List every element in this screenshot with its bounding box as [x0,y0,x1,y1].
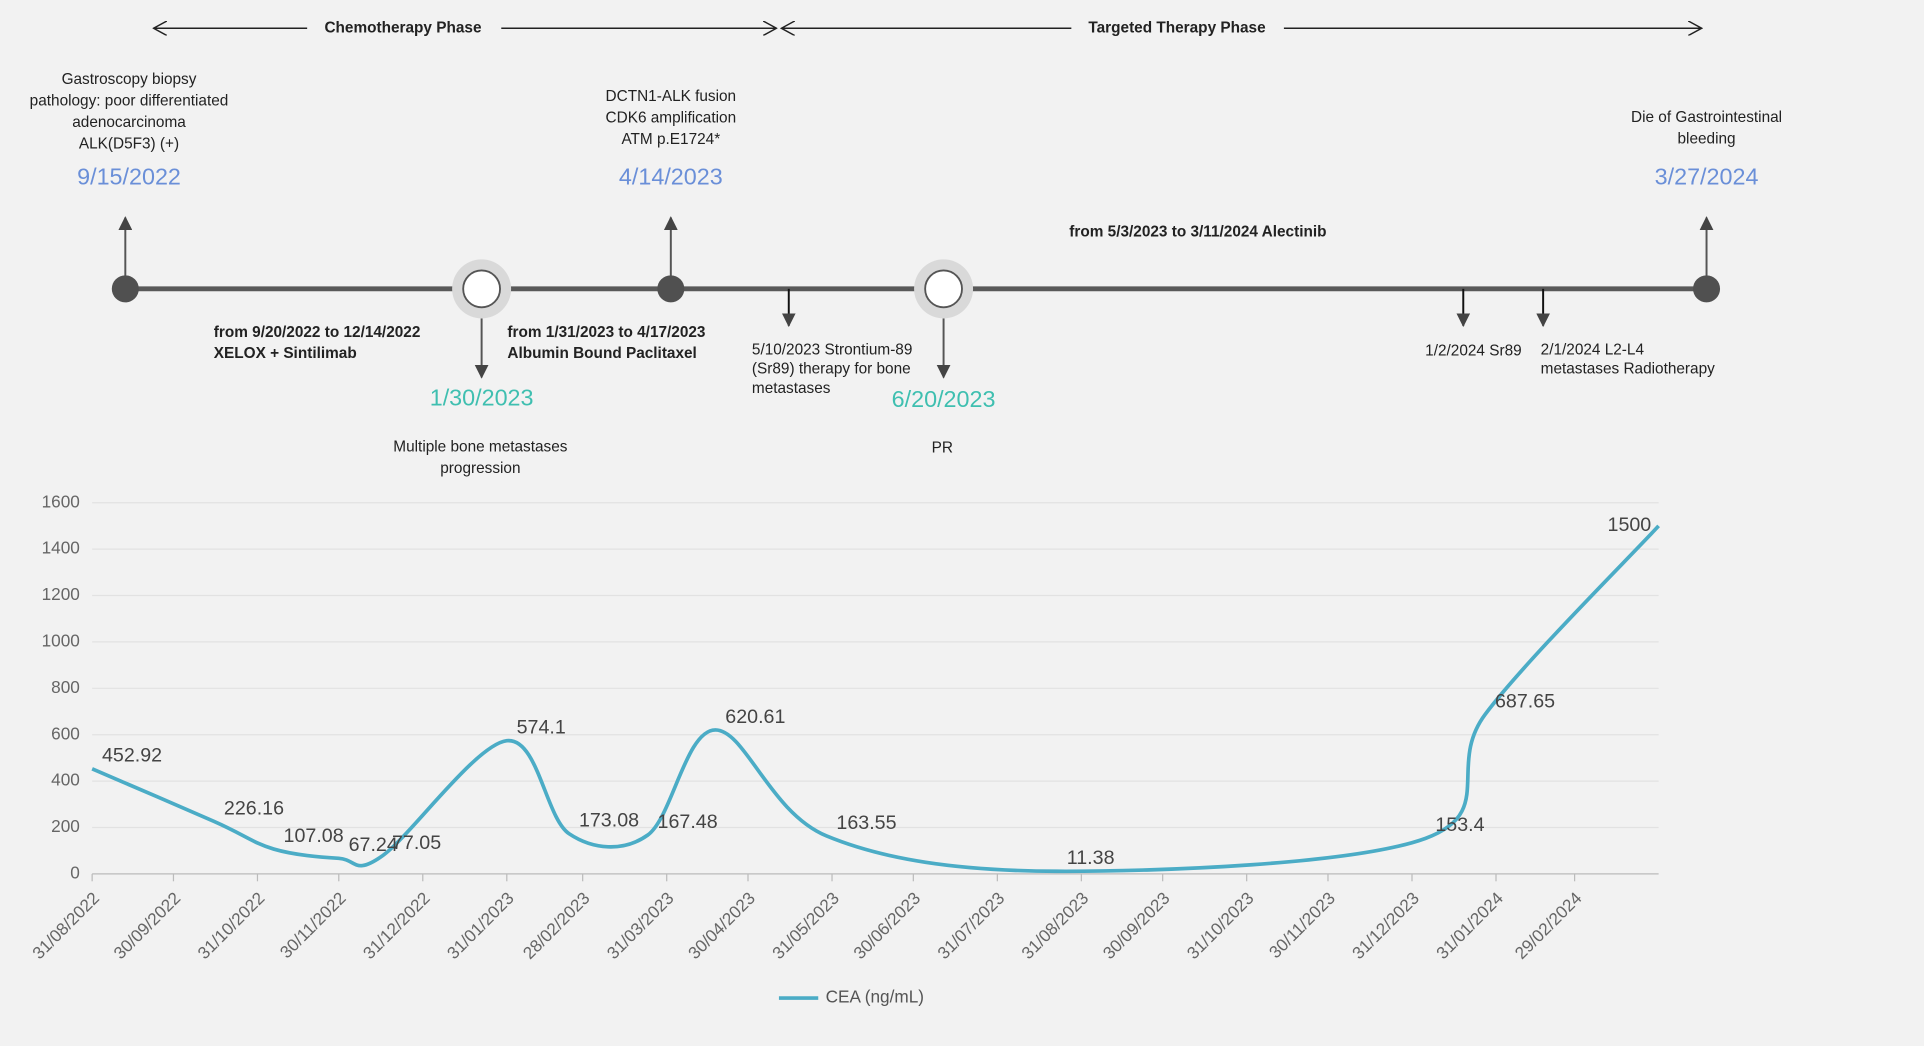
data-label: 452.92 [102,745,162,767]
y-tick-label: 1600 [42,491,80,511]
data-label: 107.08 [284,825,344,847]
data-label: 1500 [1608,514,1652,536]
event-arrows [118,216,1714,379]
event-text: pathology: poor differentiated [30,92,229,109]
data-label: 574.1 [517,717,566,739]
evaluation-node [924,269,963,309]
evaluation-text: progression [440,460,520,477]
phase-label: Targeted Therapy Phase [1088,19,1266,36]
note-text: 2/1/2024 L2-L4 [1541,341,1645,358]
y-tick-label: 400 [51,770,80,790]
event-date: 4/14/2023 [619,163,723,189]
evaluation-text: Multiple bone metastases [393,438,567,455]
treatment-text: from 9/20/2022 to 12/14/2022 [214,324,421,341]
event-text: bleeding [1678,131,1736,148]
y-tick-label: 0 [70,862,80,882]
event-text: Gastroscopy biopsy [62,71,197,88]
data-label: 167.48 [658,811,718,833]
data-line [91,524,1660,874]
data-label: 620.61 [725,706,785,728]
event-date: 9/15/2022 [77,163,181,189]
legend-label: CEA (ng/mL) [826,987,924,1007]
data-label: 687.65 [1495,690,1555,712]
event-text: CDK6 amplification [606,110,737,127]
event-date: 3/27/2024 [1655,163,1759,189]
y-tick-label: 600 [51,723,80,743]
event-text: ALK(D5F3) (+) [79,135,179,152]
phase-label: Chemotherapy Phase [324,19,481,36]
y-tick-label: 200 [51,816,80,836]
treatment-text: from 5/3/2023 to 3/11/2024 Alectinib [1069,223,1326,240]
data-label: 11.38 [1067,847,1115,869]
evaluation-date: 6/20/2023 [892,386,996,412]
data-label: 173.08 [579,810,639,832]
y-tick-label: 800 [51,677,80,697]
data-label: 153.4 [1435,814,1484,836]
evaluation-date: 1/30/2023 [430,385,534,411]
evaluation-text: PR [932,440,953,457]
event-dot [1693,275,1721,303]
event-dot [111,275,139,303]
event-text: ATM p.E1724* [621,131,720,148]
treatment-text: XELOX + Sintilimab [214,345,357,362]
y-tick-label: 1400 [42,538,80,558]
data-label: 163.55 [836,812,896,834]
y-tick-label: 1200 [42,584,80,604]
note-text: metastases Radiotherapy [1541,361,1715,378]
note-text: (Sr89) therapy for bone [752,361,911,378]
treatment-text: Albumin Bound Paclitaxel [507,345,696,362]
event-text: Die of Gastrointestinal [1631,109,1782,126]
event-text: adenocarcinoma [72,114,186,131]
data-label: 67.24 [349,834,398,856]
event-text: DCTN1-ALK fusion [606,88,737,105]
event-dot [657,275,685,303]
treatment-text: from 1/31/2023 to 4/17/2023 [507,324,705,341]
data-label: 77.05 [392,832,441,854]
evaluation-node [462,269,501,309]
note-text: metastases [752,380,831,397]
data-label: 226.16 [224,797,284,819]
y-tick-label: 1000 [42,630,80,650]
note-text: 1/2/2024 Sr89 [1425,343,1521,360]
note-text: 5/10/2023 Strontium-89 [752,341,912,358]
